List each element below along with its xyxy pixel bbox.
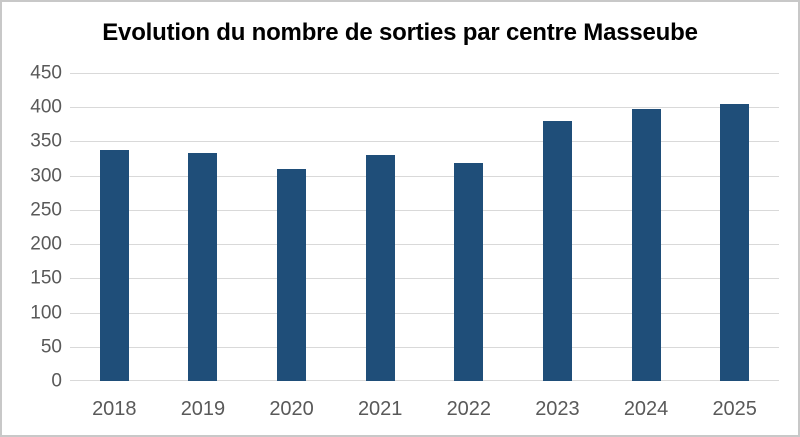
- bar-2019: [188, 153, 218, 381]
- x-tick-label-2022: 2022: [446, 398, 492, 420]
- gridline-350: [70, 141, 779, 143]
- plot-area: [70, 73, 779, 381]
- x-tick-label-2021: 2021: [357, 398, 403, 420]
- bar-2024: [631, 109, 661, 381]
- x-tick-label-2020: 2020: [269, 398, 314, 420]
- gridline-150: [70, 278, 779, 280]
- bar-2022: [454, 163, 484, 381]
- x-tick-label-2025: 2025: [712, 398, 757, 420]
- y-tick-label-50: 50: [40, 336, 62, 358]
- y-tick-label-0: 0: [51, 370, 62, 392]
- bar-2018: [99, 150, 129, 381]
- gridline-250: [70, 209, 779, 211]
- bar-2025: [720, 103, 750, 381]
- y-tick-label-450: 450: [30, 62, 62, 84]
- chart-title: Evolution du nombre de sorties par centr…: [102, 19, 698, 46]
- x-axis-labels: 2018 2019 2020 2021 2022 2023 2024 2025: [70, 399, 779, 423]
- y-tick-label-250: 250: [30, 199, 62, 221]
- x-tick-label-2024: 2024: [623, 398, 669, 420]
- y-tick-label-300: 300: [30, 165, 62, 187]
- x-tick-label-2019: 2019: [180, 398, 226, 420]
- gridline-0: [70, 380, 779, 381]
- y-axis-labels: 0 50 100 150 200 250 300 350 400 450: [2, 64, 62, 391]
- y-tick-label-150: 150: [30, 267, 62, 289]
- y-tick-label-400: 400: [30, 96, 62, 118]
- gridline-100: [70, 312, 779, 314]
- x-tick-label-2023: 2023: [535, 398, 580, 420]
- bar-2021: [365, 155, 395, 381]
- gridline-400: [70, 107, 779, 109]
- gridline-450: [70, 73, 779, 74]
- y-tick-label-350: 350: [30, 130, 62, 152]
- gridline-300: [70, 175, 779, 177]
- bar-2023: [542, 120, 572, 381]
- gridline-50: [70, 346, 779, 348]
- bar-2020: [277, 168, 307, 381]
- y-tick-label-100: 100: [30, 302, 62, 324]
- gridline-200: [70, 244, 779, 246]
- y-tick-label-200: 200: [30, 233, 62, 255]
- x-tick-label-2018: 2018: [92, 398, 137, 420]
